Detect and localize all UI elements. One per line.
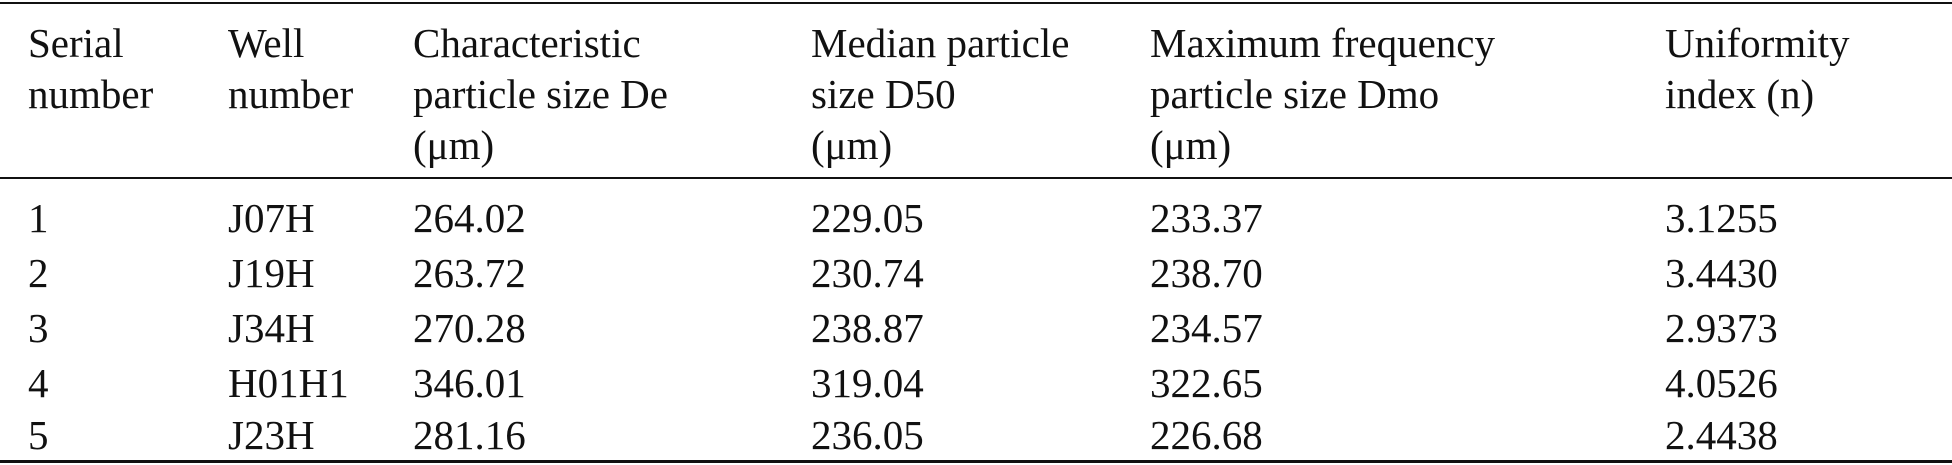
header-characteristic-particle-size: Characteristic particle size De (μm) bbox=[413, 20, 668, 168]
cell-well: J23H bbox=[228, 412, 315, 458]
cell-d50: 319.04 bbox=[811, 360, 924, 406]
cell-serial: 3 bbox=[28, 305, 49, 351]
cell-d50: 238.87 bbox=[811, 305, 924, 351]
cell-dmo: 322.65 bbox=[1150, 360, 1263, 406]
header-serial-number: Serial number bbox=[28, 20, 154, 117]
cell-serial: 5 bbox=[28, 412, 49, 458]
cell-well: H01H1 bbox=[228, 360, 349, 406]
table-bottom-rule bbox=[0, 460, 1952, 463]
cell-uniformity: 2.9373 bbox=[1665, 305, 1778, 351]
header-uniformity-index: Uniformity index (n) bbox=[1665, 20, 1850, 117]
cell-uniformity: 2.4438 bbox=[1665, 412, 1778, 458]
header-median-particle-size: Median particle size D50 (μm) bbox=[811, 20, 1070, 168]
cell-well: J19H bbox=[228, 250, 315, 296]
cell-serial: 4 bbox=[28, 360, 49, 406]
cell-uniformity: 4.0526 bbox=[1665, 360, 1778, 406]
cell-serial: 1 bbox=[28, 195, 49, 241]
cell-serial: 2 bbox=[28, 250, 49, 296]
table-top-rule bbox=[0, 2, 1952, 4]
cell-dmo: 234.57 bbox=[1150, 305, 1263, 351]
cell-well: J07H bbox=[228, 195, 315, 241]
cell-de: 346.01 bbox=[413, 360, 526, 406]
cell-d50: 230.74 bbox=[811, 250, 924, 296]
cell-de: 270.28 bbox=[413, 305, 526, 351]
cell-well: J34H bbox=[228, 305, 315, 351]
cell-dmo: 233.37 bbox=[1150, 195, 1263, 241]
cell-uniformity: 3.4430 bbox=[1665, 250, 1778, 296]
cell-de: 264.02 bbox=[413, 195, 526, 241]
header-max-frequency-particle-size: Maximum frequency particle size Dmo (μm) bbox=[1150, 20, 1495, 168]
table-header-rule bbox=[0, 177, 1952, 179]
cell-d50: 229.05 bbox=[811, 195, 924, 241]
cell-de: 281.16 bbox=[413, 412, 526, 458]
header-well-number: Well number bbox=[228, 20, 354, 117]
cell-dmo: 226.68 bbox=[1150, 412, 1263, 458]
cell-uniformity: 3.1255 bbox=[1665, 195, 1778, 241]
cell-dmo: 238.70 bbox=[1150, 250, 1263, 296]
cell-d50: 236.05 bbox=[811, 412, 924, 458]
cell-de: 263.72 bbox=[413, 250, 526, 296]
